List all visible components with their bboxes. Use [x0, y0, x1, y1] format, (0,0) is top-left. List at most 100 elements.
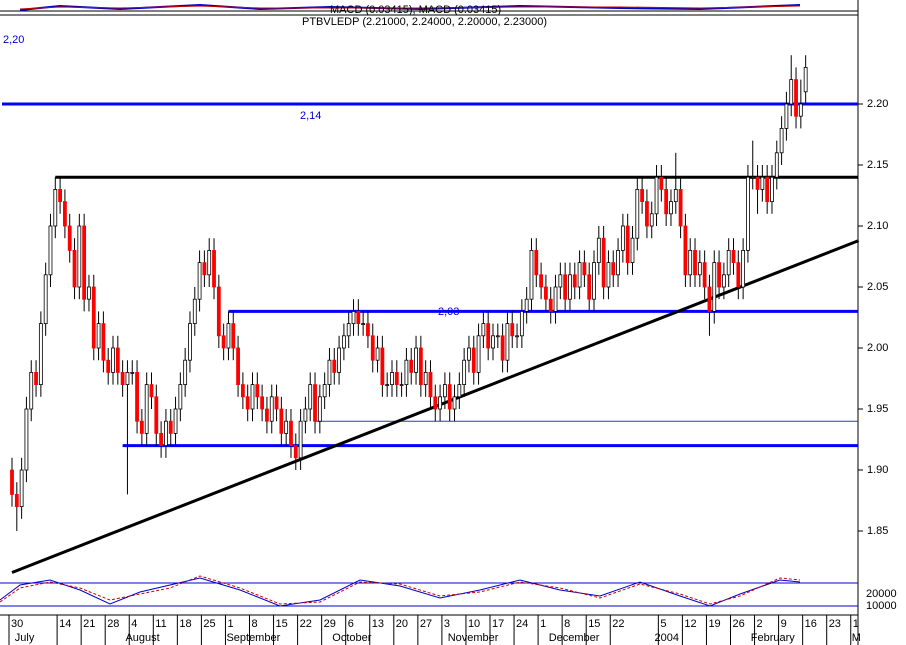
x-tick-label: 24	[516, 618, 528, 630]
candle-body	[683, 225, 688, 276]
candle-body	[491, 335, 495, 349]
candle-body	[625, 225, 630, 264]
candle-body	[236, 347, 240, 386]
candle-body	[303, 408, 308, 422]
candle-body	[500, 335, 505, 361]
candle-body	[38, 323, 43, 386]
annotation: 2,14	[300, 110, 321, 122]
candle-body	[188, 323, 192, 361]
indicator-header: MACD (0.03415), MACD (0.03415)	[330, 4, 501, 16]
month-label: M	[852, 632, 861, 644]
candle-body	[390, 372, 394, 386]
candle-body	[712, 262, 717, 312]
candle-body	[346, 323, 351, 337]
candle-body	[438, 396, 442, 410]
candle-body	[289, 420, 293, 447]
candle-body	[202, 262, 207, 276]
candle-body	[789, 79, 794, 105]
candle-body	[139, 420, 144, 434]
candle-body	[337, 347, 341, 373]
candle-body	[265, 408, 269, 422]
x-tick-label: 22	[612, 618, 624, 630]
candle-body	[19, 469, 24, 508]
candle-body	[101, 323, 106, 361]
candle-body	[529, 250, 534, 300]
x-tick-label: 28	[107, 618, 119, 630]
candle-body	[14, 494, 19, 508]
candle-body	[216, 286, 221, 337]
candle-body	[462, 359, 467, 386]
candle-body	[611, 262, 616, 276]
candle-body	[168, 420, 173, 434]
candle-body	[673, 189, 678, 203]
candle-body	[34, 372, 38, 386]
candle-body	[96, 323, 101, 349]
candle-body	[274, 396, 279, 410]
lower-tick-label: 20000	[866, 588, 897, 600]
candle-body	[678, 189, 683, 227]
candle-body	[645, 201, 649, 227]
month-label: December	[549, 632, 600, 644]
candle-body	[553, 286, 558, 312]
candle-body	[111, 347, 115, 373]
candle-body	[519, 311, 524, 337]
month-label: July	[15, 632, 35, 644]
candle-body	[269, 396, 274, 422]
candle-body	[649, 213, 654, 227]
candle-body	[534, 250, 539, 276]
candle-body	[115, 347, 120, 373]
candle-body	[385, 384, 390, 387]
x-tick-label: 22	[300, 618, 312, 630]
candle-body	[279, 408, 284, 434]
x-tick-label: 6	[348, 618, 354, 630]
candle-body	[784, 103, 789, 129]
candle-body	[67, 225, 72, 251]
x-tick-label: 11	[155, 618, 166, 630]
candle-body	[192, 298, 197, 325]
candle-body	[577, 262, 582, 288]
candle-body	[606, 262, 611, 288]
candle-body	[798, 103, 803, 117]
candle-body	[356, 311, 361, 325]
candle-body	[341, 335, 346, 349]
candle-body	[308, 384, 313, 410]
candle-body	[457, 384, 462, 398]
candle-body	[616, 250, 620, 276]
candle-body	[774, 152, 779, 178]
candle-body	[765, 176, 770, 203]
candle-body	[635, 189, 640, 239]
candle-body	[370, 335, 375, 361]
candle-body	[539, 274, 543, 288]
candle-body	[351, 311, 356, 325]
candle-body	[587, 274, 592, 300]
candle-body	[332, 359, 337, 373]
x-tick-label: 19	[708, 618, 720, 630]
candle-body	[746, 176, 750, 251]
candle-body	[630, 237, 635, 264]
candle-body	[731, 250, 736, 264]
candle-body	[255, 384, 260, 398]
candle-body	[399, 384, 404, 387]
candle-body	[164, 420, 168, 447]
month-label: 2004	[655, 632, 679, 644]
candle-body	[48, 225, 53, 276]
annotation: 2,20	[3, 34, 24, 46]
candle-body	[471, 347, 476, 373]
candle-body	[293, 445, 298, 459]
candle-body	[135, 372, 139, 422]
y-tick-label: 1.95	[867, 403, 888, 415]
candle-body	[144, 384, 149, 434]
candle-body	[154, 396, 159, 434]
candle-body	[207, 250, 212, 276]
candle-body	[640, 189, 645, 203]
candle-body	[231, 323, 236, 349]
candle-body	[495, 335, 500, 338]
candle-body	[327, 359, 332, 386]
candle-body	[63, 201, 67, 227]
month-label: February	[751, 632, 796, 644]
macd-strip	[0, 3, 858, 12]
candle-body	[24, 408, 29, 471]
candle-body	[717, 262, 721, 288]
candle-body	[106, 359, 111, 373]
